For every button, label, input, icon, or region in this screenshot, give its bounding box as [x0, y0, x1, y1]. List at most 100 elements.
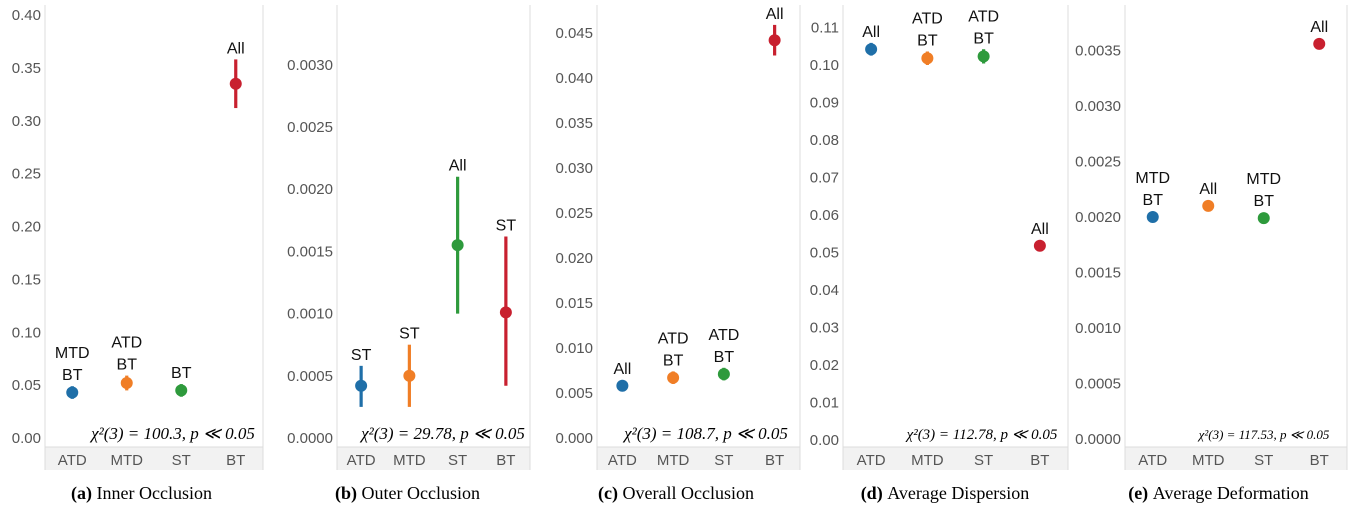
- x-tick-label-atd: ATD: [857, 452, 886, 469]
- y-tick-label: 0.0030: [1075, 98, 1121, 115]
- significance-label: ATD: [912, 11, 943, 28]
- caption-tag: (d): [861, 483, 888, 504]
- significance-label: ATD: [658, 330, 689, 347]
- panel-d: 0.00 0.01 0.02 0.03 0.04 0.05 0.06 0.07 0.08 0.09…: [810, 5, 1069, 504]
- x-tick-label-st: ST: [714, 452, 733, 469]
- y-tick-label: 0.15: [12, 271, 41, 288]
- data-point-atd: [66, 386, 79, 399]
- x-tick-label-bt: BT: [765, 452, 784, 469]
- significance-label: All: [1199, 181, 1217, 198]
- y-tick-label: 0.35: [12, 60, 41, 77]
- caption-text: Average Deformation: [1153, 483, 1309, 503]
- data-point-bt: [768, 34, 781, 47]
- y-tick-label: 0.07: [810, 170, 839, 187]
- x-tick-label-bt: BT: [1310, 452, 1329, 469]
- y-tick-label: 0.30: [12, 113, 41, 130]
- y-tick-label: 0.0025: [1075, 154, 1121, 171]
- y-tick-label: 0.0030: [287, 57, 333, 74]
- y-tick-label: 0.025: [555, 205, 593, 222]
- x-axis-band: [597, 447, 800, 470]
- significance-label: BT: [171, 365, 192, 382]
- panel-e: 0.0000 0.0005 0.0010 0.0015 0.0020 0.0025 0.00…: [1075, 5, 1348, 504]
- significance-label: All: [862, 24, 880, 41]
- panel-caption: (a) Inner Occlusion: [71, 483, 212, 504]
- significance-label: All: [766, 6, 784, 23]
- panel-caption: (b) Outer Occlusion: [335, 483, 480, 504]
- data-point-mtd: [1202, 199, 1215, 212]
- y-tick-label: 0.20: [12, 219, 41, 236]
- significance-label: BT: [917, 33, 938, 50]
- data-point-bt: [229, 77, 242, 90]
- y-tick-label: 0.11: [811, 20, 839, 37]
- y-tick-label: 0.10: [12, 324, 41, 341]
- y-tick-label: 0.010: [555, 340, 593, 357]
- y-tick-label: 0.0010: [287, 306, 333, 323]
- panel-caption: (d) Average Dispersion: [861, 483, 1030, 504]
- x-tick-label-mtd: MTD: [111, 452, 144, 469]
- data-point-bt: [1033, 239, 1046, 252]
- caption-text: Outer Occlusion: [362, 483, 480, 503]
- statistic-text: χ²(3) = 117.53, p ≪ 0.05: [1197, 427, 1330, 442]
- significance-label: ATD: [968, 8, 999, 25]
- data-point-st: [977, 50, 990, 63]
- significance-label: All: [227, 40, 245, 57]
- x-tick-label-bt: BT: [1030, 452, 1049, 469]
- x-tick-label-bt: BT: [226, 452, 245, 469]
- caption-tag: (a): [71, 483, 97, 504]
- significance-label: BT: [1143, 192, 1164, 209]
- data-point-mtd: [403, 369, 416, 382]
- x-tick-label-bt: BT: [496, 452, 515, 469]
- data-point-mtd: [667, 371, 680, 384]
- y-tick-label: 0.09: [810, 95, 839, 112]
- data-point-atd: [865, 43, 878, 56]
- x-axis-band: [843, 447, 1068, 470]
- statistic-text: χ²(3) = 108.7, p ≪ 0.05: [622, 424, 788, 443]
- significance-label: BT: [117, 357, 138, 374]
- y-tick-label: 0.0000: [287, 430, 333, 447]
- x-tick-label-mtd: MTD: [393, 452, 426, 469]
- y-tick-label: 0.00: [12, 430, 41, 447]
- significance-label: BT: [62, 367, 83, 384]
- significance-label: All: [449, 158, 467, 175]
- y-tick-label: 0.035: [555, 115, 593, 132]
- panel-caption: (e) Average Deformation: [1128, 483, 1309, 504]
- y-tick-label: 0.0000: [1075, 431, 1121, 448]
- y-tick-label: 0.05: [12, 377, 41, 394]
- y-tick-label: 0.0035: [1075, 43, 1121, 60]
- significance-label: BT: [714, 349, 735, 366]
- x-tick-label-st: ST: [172, 452, 191, 469]
- y-tick-label: 0.040: [555, 70, 593, 87]
- significance-label: ST: [496, 217, 517, 234]
- significance-label: BT: [1254, 193, 1275, 210]
- panel-a: 0.00 0.05 0.10 0.15 0.20 0.25 0.30 0.35 0.40 ATD M…: [12, 5, 264, 504]
- y-tick-label: 0.02: [810, 357, 839, 374]
- y-tick-label: 0.005: [555, 385, 593, 402]
- data-point-bt: [499, 306, 512, 319]
- data-point-atd: [1146, 211, 1159, 224]
- x-axis-band: [1125, 447, 1347, 470]
- y-tick-label: 0.0010: [1075, 320, 1121, 337]
- data-point-mtd: [921, 52, 934, 65]
- statistic-text: χ²(3) = 29.78, p ≪ 0.05: [359, 424, 525, 443]
- y-tick-label: 0.045: [555, 25, 593, 42]
- data-point-atd: [616, 379, 629, 392]
- significance-label: ST: [399, 326, 420, 343]
- y-tick-label: 0.05: [810, 245, 839, 262]
- caption-tag: (c): [598, 483, 622, 504]
- panel-c: 0.000 0.005 0.010 0.015 0.020 0.025 0.030 0.035…: [555, 5, 801, 504]
- y-tick-label: 0.25: [12, 166, 41, 183]
- x-tick-label-atd: ATD: [347, 452, 376, 469]
- significance-label: All: [1031, 221, 1049, 238]
- significance-label: ATD: [111, 335, 142, 352]
- x-tick-label-mtd: MTD: [657, 452, 690, 469]
- caption-tag: (e): [1128, 483, 1152, 504]
- data-point-mtd: [120, 377, 133, 390]
- y-tick-label: 0.01: [810, 395, 839, 412]
- significance-label: All: [613, 361, 631, 378]
- caption-tag: (b): [335, 483, 362, 504]
- significance-label: BT: [663, 352, 684, 369]
- y-tick-label: 0.0020: [1075, 209, 1121, 226]
- x-tick-label-st: ST: [1254, 452, 1273, 469]
- y-tick-label: 0.08: [810, 132, 839, 149]
